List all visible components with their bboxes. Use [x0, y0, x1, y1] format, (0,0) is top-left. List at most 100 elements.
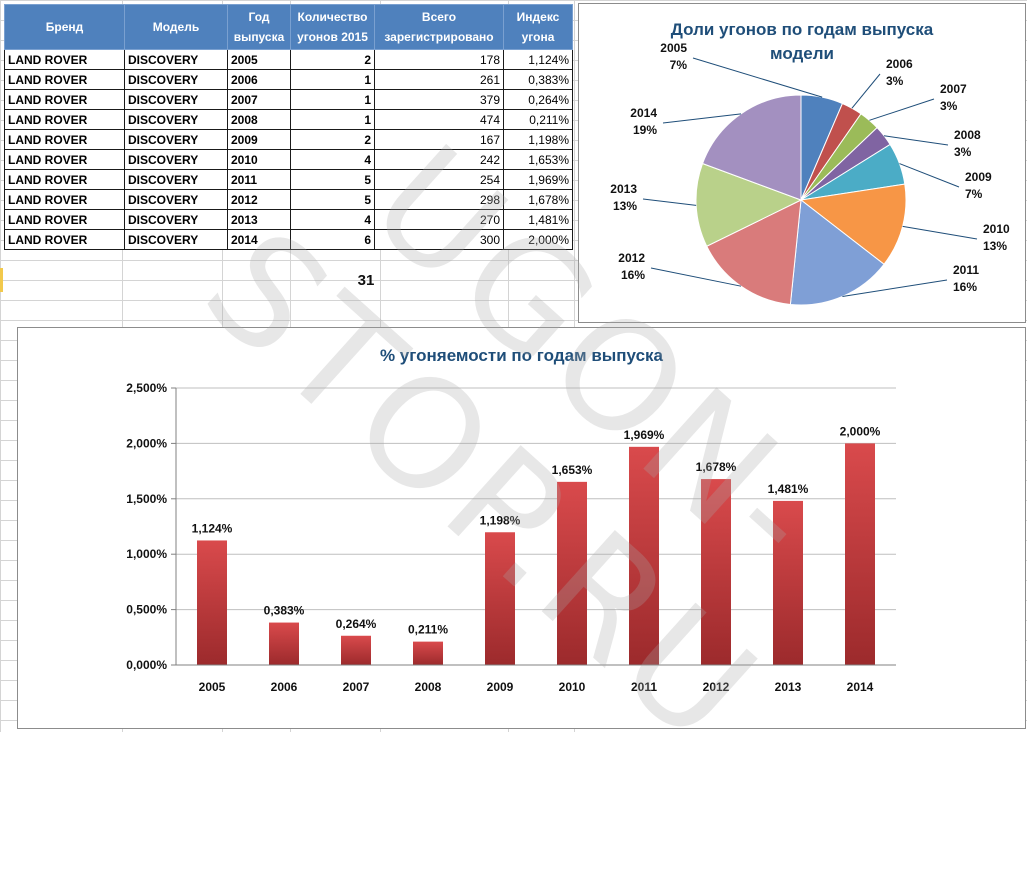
cell-brand[interactable]: LAND ROVER: [4, 69, 125, 90]
cell-theft-index[interactable]: 1,198%: [503, 129, 573, 150]
cell-year[interactable]: 2010: [227, 149, 291, 170]
bar-value-label: 0,383%: [264, 604, 305, 618]
bar-2006[interactable]: [269, 622, 299, 665]
pie-slice-2013[interactable]: [695, 162, 803, 247]
cell-model[interactable]: DISCOVERY: [124, 149, 228, 170]
bar-2007[interactable]: [341, 635, 371, 665]
pie-label-percent: 16%: [953, 280, 977, 294]
cell-model[interactable]: DISCOVERY: [124, 109, 228, 130]
pie-slice-2014[interactable]: [701, 94, 802, 201]
cell-year[interactable]: 2014: [227, 229, 291, 250]
cell-brand[interactable]: LAND ROVER: [4, 49, 125, 70]
pie-chart-plot: 2005 7% 2006 3% 2007 3% 2008 3% 2009 7% 2010 13% 201…: [610, 41, 1010, 306]
cell-registered[interactable]: 379: [374, 89, 504, 110]
cell-year[interactable]: 2008: [227, 109, 291, 130]
table-row: LAND ROVER DISCOVERY 2011 5 254 1,969%: [4, 169, 573, 190]
cell-model[interactable]: DISCOVERY: [124, 129, 228, 150]
cell-brand[interactable]: LAND ROVER: [4, 169, 125, 190]
cell-registered[interactable]: 261: [374, 69, 504, 90]
bar-chart[interactable]: % угоняемости по годам выпуска 0,000% 0,5…: [17, 327, 1026, 729]
bar-value-label: 0,211%: [408, 623, 448, 637]
pie-label-year: 2012: [618, 251, 645, 265]
cell-theft-count[interactable]: 4: [290, 209, 375, 230]
cell-brand[interactable]: LAND ROVER: [4, 129, 125, 150]
bar-value-label: 1,653%: [552, 463, 593, 477]
cell-model[interactable]: DISCOVERY: [124, 229, 228, 250]
cell-registered[interactable]: 300: [374, 229, 504, 250]
x-tick-label: 2005: [199, 680, 226, 694]
cell-year[interactable]: 2012: [227, 189, 291, 210]
cell-model[interactable]: DISCOVERY: [124, 169, 228, 190]
cell-brand[interactable]: LAND ROVER: [4, 229, 125, 250]
pie-slice-2010[interactable]: [799, 183, 907, 265]
cell-registered[interactable]: 178: [374, 49, 504, 70]
cell-brand[interactable]: LAND ROVER: [4, 209, 125, 230]
header-year[interactable]: Год выпуска: [227, 4, 291, 50]
header-registered[interactable]: Всего зарегистрировано: [374, 4, 504, 50]
cell-year[interactable]: 2013: [227, 209, 291, 230]
pie-label-year: 2005: [660, 41, 687, 55]
cell-theft-index[interactable]: 1,678%: [503, 189, 573, 210]
cell-theft-count[interactable]: 1: [290, 69, 375, 90]
header-theft-count[interactable]: Количество угонов 2015: [290, 4, 375, 50]
cell-theft-count[interactable]: 5: [290, 169, 375, 190]
bar-2008[interactable]: [413, 641, 443, 665]
cell-year[interactable]: 2007: [227, 89, 291, 110]
pie-chart-title: Доли угонов по годам выпуска модели: [670, 20, 934, 63]
cell-year[interactable]: 2005: [227, 49, 291, 70]
cell-year[interactable]: 2009: [227, 129, 291, 150]
cell-registered[interactable]: 298: [374, 189, 504, 210]
cell-year[interactable]: 2011: [227, 169, 291, 190]
pie-slice-2011[interactable]: [789, 199, 885, 306]
table-row: LAND ROVER DISCOVERY 2006 1 261 0,383%: [4, 69, 573, 90]
cell-theft-count[interactable]: 2: [290, 129, 375, 150]
active-row-marker: [0, 268, 3, 292]
cell-theft-count[interactable]: 4: [290, 149, 375, 170]
cell-model[interactable]: DISCOVERY: [124, 89, 228, 110]
table-row: LAND ROVER DISCOVERY 2014 6 300 2,000%: [4, 229, 573, 250]
header-model[interactable]: Модель: [124, 4, 228, 50]
total-theft-count[interactable]: 31: [357, 272, 375, 289]
bar-2012[interactable]: [701, 479, 731, 665]
pie-label-year: 2009: [965, 170, 992, 184]
pie-slice-2012[interactable]: [706, 199, 802, 306]
cell-theft-index[interactable]: 1,653%: [503, 149, 573, 170]
cell-year[interactable]: 2006: [227, 69, 291, 90]
bar-2009[interactable]: [485, 532, 515, 665]
pie-leader-line: [869, 98, 935, 121]
cell-theft-count[interactable]: 1: [290, 109, 375, 130]
cell-theft-count[interactable]: 5: [290, 189, 375, 210]
cell-registered[interactable]: 270: [374, 209, 504, 230]
cell-theft-index[interactable]: 0,383%: [503, 69, 573, 90]
bar-2010[interactable]: [557, 481, 587, 665]
cell-theft-index[interactable]: 1,481%: [503, 209, 573, 230]
bar-2005[interactable]: [197, 540, 227, 665]
cell-model[interactable]: DISCOVERY: [124, 209, 228, 230]
cell-theft-index[interactable]: 1,969%: [503, 169, 573, 190]
cell-theft-count[interactable]: 2: [290, 49, 375, 70]
cell-model[interactable]: DISCOVERY: [124, 69, 228, 90]
cell-theft-count[interactable]: 1: [290, 89, 375, 110]
cell-registered[interactable]: 242: [374, 149, 504, 170]
cell-theft-index[interactable]: 0,264%: [503, 89, 573, 110]
cell-model[interactable]: DISCOVERY: [124, 189, 228, 210]
pie-chart[interactable]: Доли угонов по годам выпуска модели 2005…: [578, 3, 1026, 323]
cell-registered[interactable]: 167: [374, 129, 504, 150]
cell-theft-index[interactable]: 1,124%: [503, 49, 573, 70]
bar-2014[interactable]: [845, 443, 875, 665]
cell-theft-index[interactable]: 2,000%: [503, 229, 573, 250]
pie-label-percent: 13%: [613, 199, 637, 213]
bar-2011[interactable]: [629, 446, 659, 665]
cell-theft-count[interactable]: 6: [290, 229, 375, 250]
cell-registered[interactable]: 254: [374, 169, 504, 190]
cell-brand[interactable]: LAND ROVER: [4, 189, 125, 210]
bar-2013[interactable]: [773, 500, 803, 665]
cell-brand[interactable]: LAND ROVER: [4, 149, 125, 170]
cell-brand[interactable]: LAND ROVER: [4, 89, 125, 110]
cell-theft-index[interactable]: 0,211%: [503, 109, 573, 130]
cell-registered[interactable]: 474: [374, 109, 504, 130]
cell-brand[interactable]: LAND ROVER: [4, 109, 125, 130]
header-theft-index[interactable]: Индекс угона: [503, 4, 573, 50]
cell-model[interactable]: DISCOVERY: [124, 49, 228, 70]
header-brand[interactable]: Бренд: [4, 4, 125, 50]
